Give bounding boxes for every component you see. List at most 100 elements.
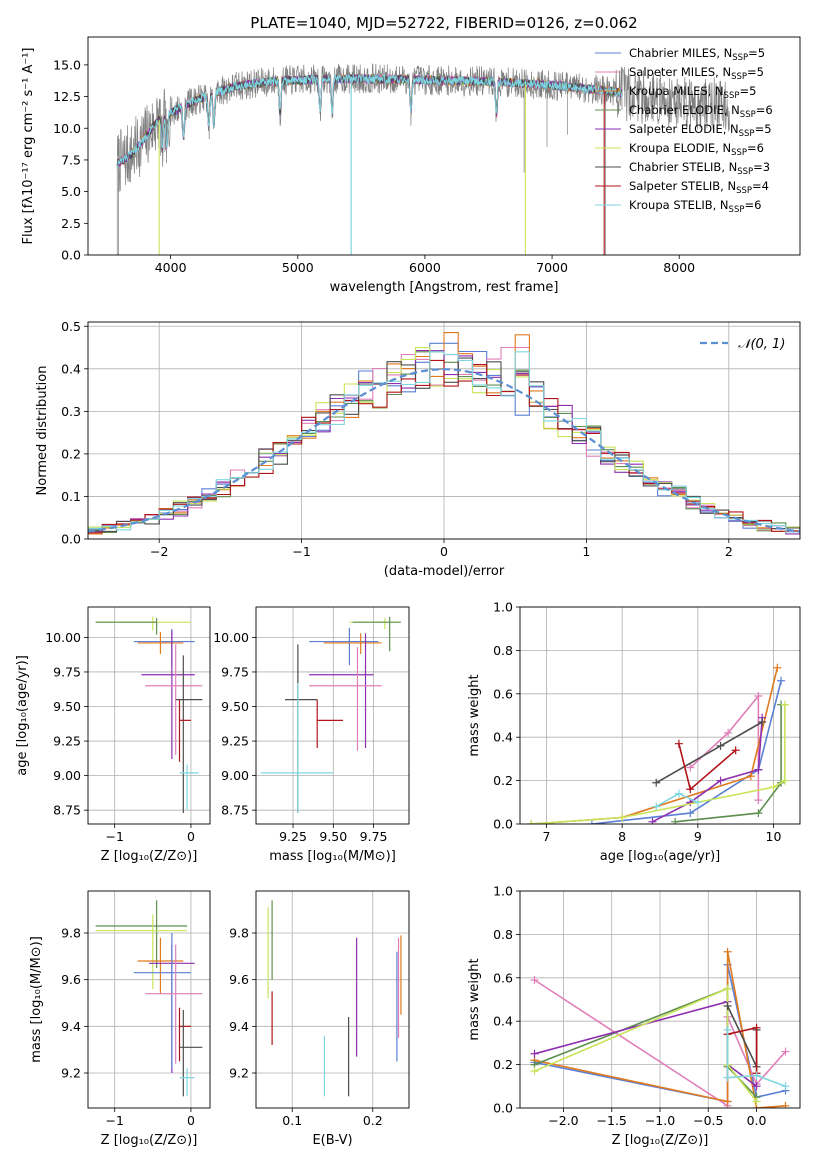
legend-label: Salpeter MILES, NSSP=5 [629, 65, 764, 82]
series-marker [724, 728, 733, 737]
y-tick-label: 7.5 [61, 152, 81, 167]
y-tick-label: 0.6 [493, 970, 513, 985]
legend-label-main: Salpeter ELODIE, N [629, 122, 739, 136]
spectrum-lines [116, 63, 731, 255]
y-tick-label: 1.0 [493, 884, 513, 899]
x-axis-label: (data-model)/error [384, 564, 505, 579]
y-tick-label: 0.8 [493, 927, 513, 942]
y-axis-label: mass [log₁₀(M/M⊙)] [29, 936, 44, 1063]
y-tick-label: 0.3 [61, 404, 81, 419]
weight_vs_z-axes: −2.0 −1.5 −1.0 −0.5 0.0 0.0 0.2 0.4 0.6 0.8 1.0 Z [… [467, 884, 801, 1148]
y-tick-label: 9.75 [221, 664, 249, 679]
legend-label-tail: =6 [756, 103, 773, 117]
y-tick-label: 0.5 [61, 319, 81, 334]
errorbar-chabrier-elodie [352, 616, 401, 652]
x-tick-label: −1 [105, 829, 123, 844]
series-marker [781, 1047, 790, 1056]
series-salpeter-stelib [674, 739, 740, 794]
series-marker [769, 783, 778, 792]
plot-frame [87, 321, 801, 540]
mass_vs_ebv-errorbars [267, 900, 402, 1097]
plot-frame [87, 36, 801, 256]
y-tick-label: 0.0 [493, 817, 513, 832]
series-kroupa-elodie [527, 700, 789, 824]
series-marker [780, 700, 789, 709]
y-axis-label: Flux [fλ10⁻¹⁷ erg cm⁻² s⁻¹ A⁻¹] [21, 48, 36, 245]
series-marker [671, 817, 680, 824]
y-tick-label: 2.5 [61, 216, 81, 231]
mass_vs_z-axes: −1 0 9.2 9.4 9.6 9.8 Z [log₁₀(Z/Z⊙)] mass [log₁… [29, 890, 211, 1148]
histogram-kroupa-stelib [88, 351, 800, 533]
y-tick-label: 9.8 [229, 926, 249, 941]
series-marker [754, 691, 763, 700]
legend-label-main: Chabrier ELODIE, N [629, 103, 740, 117]
y-tick-label: 10.00 [213, 630, 249, 645]
errorbar-chabrier-elodie [95, 900, 188, 968]
legend-label: Salpeter ELODIE, NSSP=5 [629, 122, 772, 139]
series-marker [754, 765, 763, 774]
series-kroupa-stelib [723, 1025, 790, 1091]
x-tick-label: 9.75 [360, 829, 388, 844]
y-tick-label: 9.25 [53, 734, 81, 749]
plot-frame [255, 890, 410, 1109]
errorbar-salpeter-stelib [178, 699, 191, 762]
x-tick-label: 8 [618, 829, 626, 844]
y-tick-label: 12.5 [53, 89, 81, 104]
spectrum-axes: 4000 5000 6000 7000 8000 0.0 2.5 5.0 7.5 10.0 12.5… [21, 14, 801, 295]
series-marker [693, 798, 702, 807]
legend-label: Chabrier MILES, NSSP=5 [629, 46, 765, 63]
series-marker [731, 746, 740, 755]
x-tick-label: 6000 [409, 260, 441, 275]
x-tick-label: 0.2 [363, 1113, 383, 1128]
series-marker [723, 1025, 732, 1034]
series-marker [773, 663, 782, 672]
errorbar-salpeter-elodie [309, 633, 374, 748]
legend-label-sub: SSP [731, 72, 747, 82]
weight_vs_age-lines [527, 663, 789, 824]
y-tick-label: 0.0 [493, 1101, 513, 1116]
series-marker [723, 947, 732, 956]
series-marker [723, 984, 732, 993]
y-tick-label: 8.75 [53, 803, 81, 818]
x-tick-label: 0.1 [282, 1113, 302, 1128]
series-marker [716, 741, 725, 750]
legend-label-main: Kroupa MILES, N [629, 84, 724, 98]
legend-label-sub: SSP [736, 186, 752, 196]
errorbar-salpeter-stelib [316, 699, 343, 748]
spectrum-legend: Chabrier MILES, NSSP=5 Salpeter MILES, NS… [595, 46, 773, 215]
residuals-axes: −2 −1 0 1 2 0.0 0.1 0.2 0.3 0.4 0.5 (data-model)/er… [35, 319, 801, 579]
x-axis-label: Z [log₁₀(Z/Z⊙)] [101, 1133, 198, 1148]
legend-label: 𝒩(0, 1) [738, 337, 785, 352]
plot-frame [519, 606, 801, 825]
series-marker [527, 820, 536, 824]
legend-label: Chabrier ELODIE, NSSP=6 [629, 103, 773, 120]
x-tick-label: −1.0 [645, 1113, 675, 1128]
residuals-legend: 𝒩(0, 1) [700, 337, 785, 352]
errorbar-kroupa-stelib [260, 683, 334, 813]
series-marker [530, 1049, 539, 1058]
series-chabrier-stelib [652, 718, 767, 787]
series-marker [758, 718, 767, 727]
y-tick-label: 0.0 [61, 532, 81, 547]
legend-label-tail: =3 [753, 160, 770, 174]
x-tick-label: 7000 [536, 260, 568, 275]
age_vs_mass-errorbars [260, 616, 401, 813]
legend-label-tail: =6 [744, 198, 761, 212]
gaussian-curve [88, 368, 800, 533]
y-tick-label: 10.00 [45, 630, 81, 645]
legend-label-main: Kroupa STELIB, N [629, 198, 729, 212]
series-marker [746, 772, 755, 781]
series-marker [530, 1067, 539, 1076]
series-kroupa-stelib [652, 789, 702, 811]
x-tick-label: 10 [766, 829, 782, 844]
x-axis-label: Z [log₁₀(Z/Z⊙)] [612, 1133, 709, 1148]
x-tick-label: 0.0 [747, 1113, 767, 1128]
x-tick-label: 8000 [663, 260, 695, 275]
model-spectrum-kroupa-stelib [116, 73, 623, 168]
legend-label: Salpeter STELIB, NSSP=4 [629, 179, 769, 196]
x-axis-label: mass [log₁₀(M/M⊙)] [269, 849, 396, 864]
chart-title: PLATE=1040, MJD=52722, FIBERID=0126, z=0… [250, 14, 637, 32]
age_vs_mass-axes: 9.25 9.50 9.75 8.75 9.00 9.25 9.50 9.75 10.00 mas… [213, 606, 410, 864]
y-tick-label: 0.8 [493, 643, 513, 658]
